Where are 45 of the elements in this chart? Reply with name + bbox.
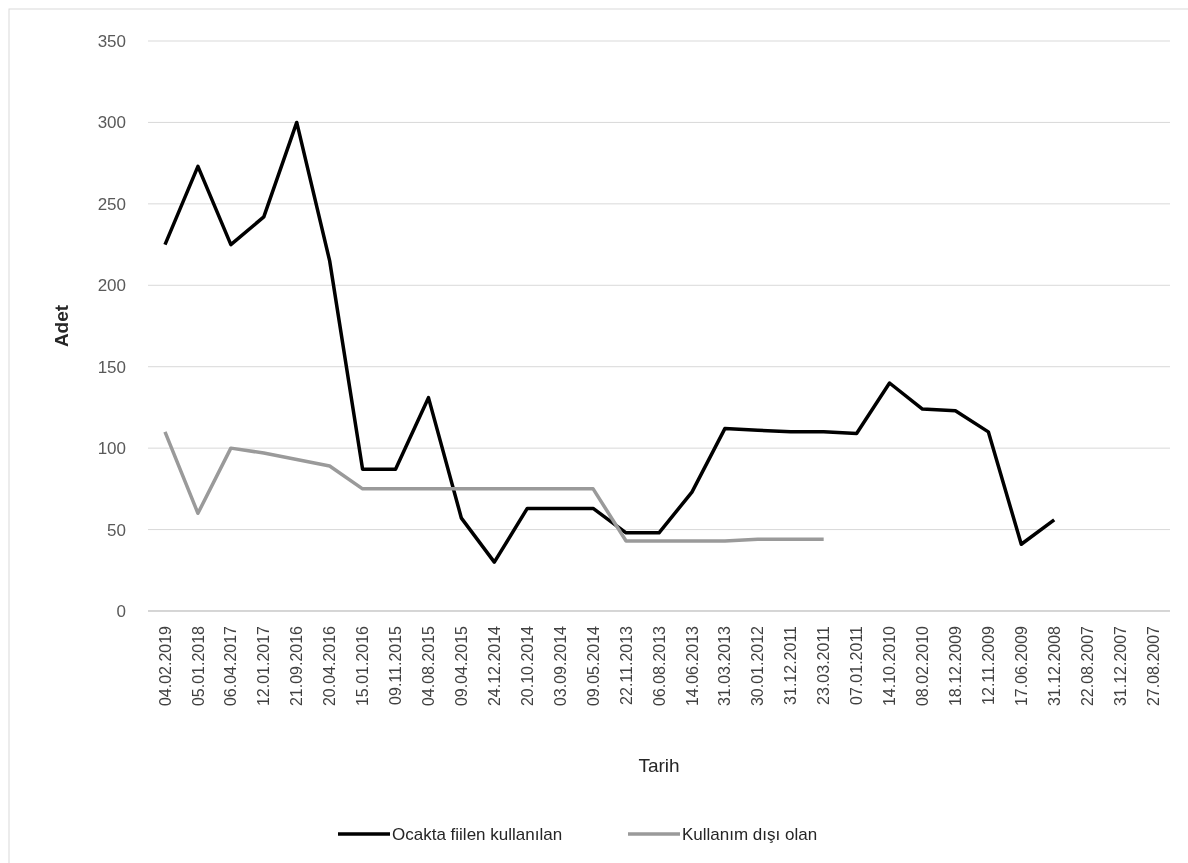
x-tick-label: 14.10.2010 [881, 625, 899, 707]
y-tick-label: 100 [97, 439, 126, 459]
x-tick-label: 05.01.2018 [189, 625, 207, 707]
x-tick-label: 31.12.2008 [1045, 625, 1063, 707]
x-tick-label: 18.12.2009 [947, 625, 964, 707]
x-tick-label: 03.09.2014 [551, 625, 569, 707]
line-series [163, 120, 1056, 564]
x-tick-label: 04.02.2019 [156, 625, 174, 707]
y-tick-label: 200 [97, 276, 126, 296]
y-tick-label: 250 [97, 194, 126, 214]
x-tick-label: 23.03.2011 [815, 625, 833, 705]
x-tick-label: 12.11.2009 [979, 625, 997, 705]
x-tick-label: 20.10.2014 [518, 625, 536, 707]
x-tick-label: 09.11.2015 [387, 625, 405, 705]
y-tick-label: 150 [97, 357, 126, 377]
y-tick-label: 350 [97, 31, 126, 51]
x-tick-label: 09.04.2015 [453, 625, 470, 707]
x-tick-label: 31.12.2011 [782, 625, 800, 705]
x-tick-label: 27.08.2007 [1144, 625, 1162, 707]
x-tick-label: 31.12.2007 [1111, 625, 1129, 707]
x-tick-label: 15.01.2016 [354, 625, 372, 707]
x-tick-label: 06.04.2017 [222, 625, 240, 707]
legend-label: Ocakta fiilen kullanılan [392, 824, 563, 844]
y-tick-label: 50 [107, 520, 126, 540]
x-tick-label: 24.12.2014 [485, 625, 503, 707]
y-axis-title: Adet [51, 304, 72, 348]
line-series [163, 430, 826, 543]
x-tick-label: 21.09.2016 [288, 625, 306, 707]
legend-label: Kullanım dışı olan [682, 824, 818, 844]
x-tick-label: 20.04.2016 [321, 625, 339, 707]
y-tick-label: 0 [116, 601, 126, 621]
x-axis-title: Tarih [638, 755, 680, 776]
x-tick-label: 14.06.2013 [683, 625, 701, 707]
x-tick-label: 08.02.2010 [914, 625, 932, 707]
x-tick-label: 09.05.2014 [584, 625, 602, 707]
x-tick-label: 31.03.2013 [716, 625, 734, 707]
x-tick-label: 30.01.2012 [749, 625, 767, 707]
x-tick-label: 07.01.2011 [848, 625, 866, 705]
x-tick-label: 17.06.2009 [1012, 625, 1030, 707]
x-tick-label: 22.08.2007 [1078, 625, 1096, 707]
x-tick-label: 06.08.2013 [650, 625, 668, 707]
x-tick-label: 12.01.2017 [255, 625, 273, 707]
y-tick-label: 300 [97, 113, 126, 133]
x-tick-label: 04.08.2015 [420, 625, 438, 707]
x-tick-label: 22.11.2013 [617, 625, 635, 705]
